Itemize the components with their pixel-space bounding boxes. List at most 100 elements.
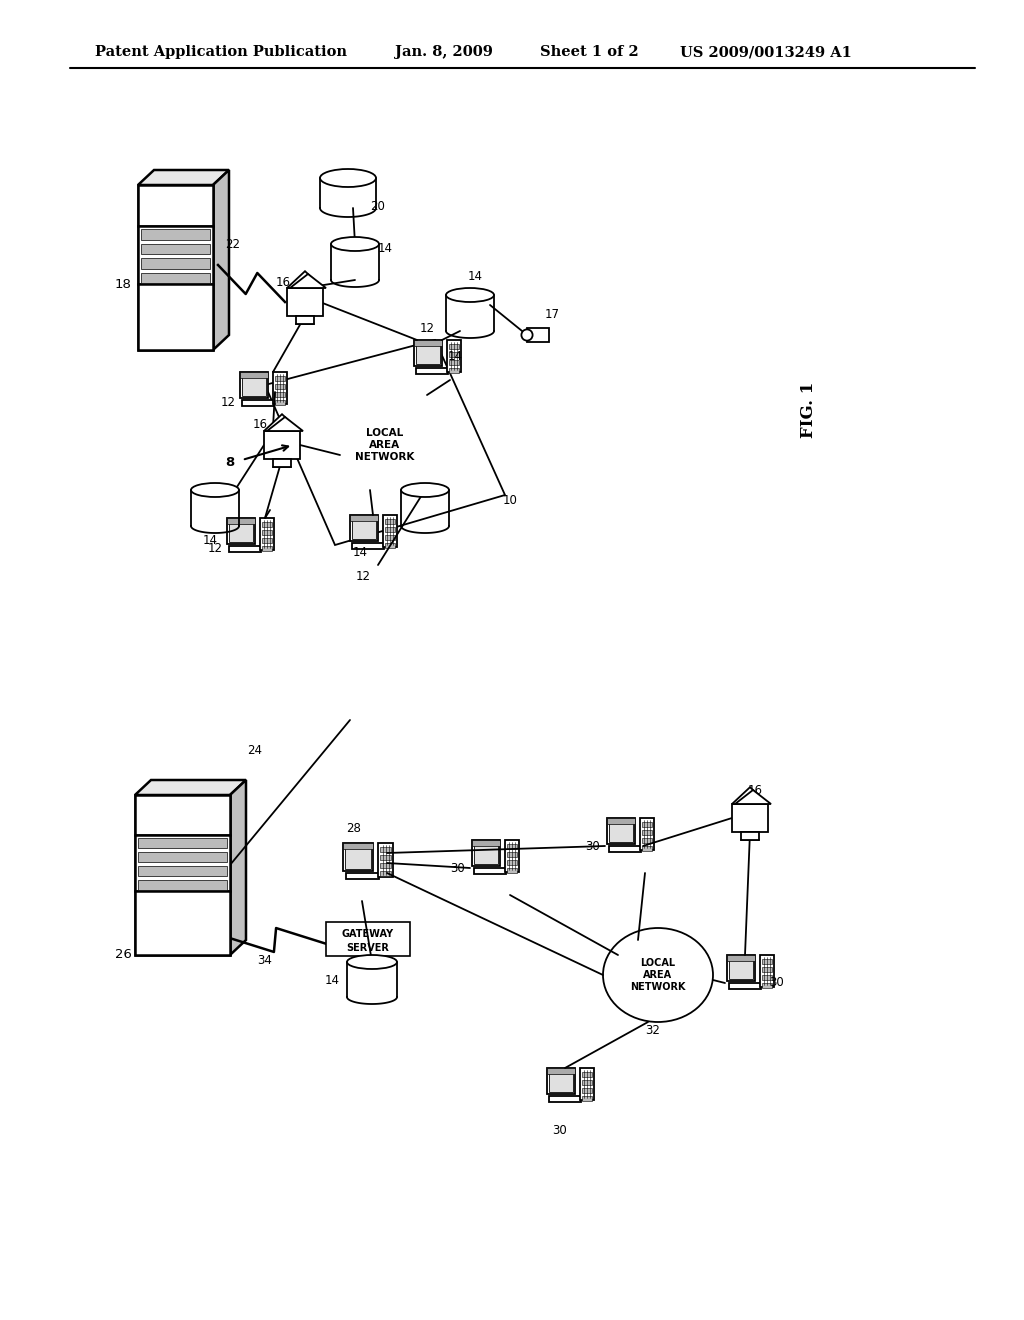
Bar [474,842,499,865]
Bar [449,345,460,348]
Bar [449,368,460,374]
Text: Jan. 8, 2009: Jan. 8, 2009 [395,45,493,59]
Text: 14: 14 [378,243,392,256]
Bar [527,327,549,342]
Polygon shape [265,341,505,545]
Bar [582,1096,593,1101]
Text: 30: 30 [553,1123,567,1137]
Bar [264,432,300,459]
Bar [141,259,210,268]
Polygon shape [735,789,771,804]
Text: LOCAL
AREA
NETWORK: LOCAL AREA NETWORK [630,958,686,991]
Bar [507,843,517,849]
Bar [762,960,772,964]
Bar [135,795,230,836]
Text: 26: 26 [115,949,131,961]
Bar [138,838,227,847]
Bar [242,374,266,396]
Bar [229,546,260,552]
Bar [547,1068,575,1094]
Text: 10: 10 [503,494,517,507]
Text: Patent Application Publication: Patent Application Publication [95,45,347,59]
Bar [226,517,255,544]
Bar [547,1068,575,1074]
Bar [326,921,410,956]
Bar [380,847,391,851]
Ellipse shape [347,954,397,969]
Text: 12: 12 [420,322,434,334]
Ellipse shape [446,288,494,302]
Bar [414,341,442,367]
Bar [272,372,288,404]
Bar [640,818,654,850]
Bar [642,822,652,828]
Bar [228,520,253,543]
Text: 18: 18 [115,279,131,292]
Text: 28: 28 [346,822,361,836]
Bar [385,527,395,532]
Text: 30: 30 [770,977,784,990]
Text: SERVER: SERVER [346,942,389,953]
Bar [472,840,501,866]
Bar [472,840,501,846]
Bar [287,288,323,315]
Bar [240,372,268,378]
Polygon shape [230,780,246,954]
Bar [274,384,286,389]
Bar [416,342,440,364]
Text: 12: 12 [208,541,222,554]
Text: 30: 30 [586,840,600,853]
Bar [474,869,506,874]
Text: 20: 20 [371,199,385,213]
Text: Sheet 1 of 2: Sheet 1 of 2 [540,45,639,59]
Text: 12: 12 [355,570,371,583]
Text: 16: 16 [253,418,267,432]
Bar [138,185,213,350]
Bar [385,519,395,524]
Text: 17: 17 [545,309,559,322]
Text: 14: 14 [468,271,482,284]
Polygon shape [135,780,246,795]
Bar [343,843,373,871]
Bar [385,535,395,540]
Bar [138,851,227,862]
Bar [343,843,373,849]
Bar [582,1080,593,1085]
Bar [729,957,754,979]
Bar [609,846,641,851]
Text: 30: 30 [451,862,465,874]
Bar [350,515,379,521]
Circle shape [521,330,532,341]
Text: 14: 14 [325,974,340,986]
Text: 14: 14 [203,533,217,546]
Bar [507,851,517,857]
Bar [226,517,255,524]
Bar [274,392,286,397]
Text: 22: 22 [225,239,241,252]
Ellipse shape [401,483,449,498]
Bar [135,836,230,891]
Ellipse shape [603,928,713,1022]
Bar [729,983,761,989]
Bar [380,863,391,869]
Text: FIG. 1: FIG. 1 [800,381,817,438]
Polygon shape [287,271,323,288]
Ellipse shape [319,169,376,187]
Bar [240,372,268,399]
Bar [582,1088,593,1093]
Bar [549,1071,573,1093]
Bar [507,861,517,865]
Bar [262,531,272,535]
Bar [352,517,377,540]
Bar [138,226,213,284]
Ellipse shape [331,238,379,251]
Bar [243,400,273,407]
Bar [350,515,379,541]
Bar [135,795,230,954]
Bar [642,838,652,843]
Text: 16: 16 [748,784,763,796]
Text: 16: 16 [275,276,291,289]
Bar [727,954,756,961]
Bar [732,804,768,832]
Bar [505,840,519,873]
